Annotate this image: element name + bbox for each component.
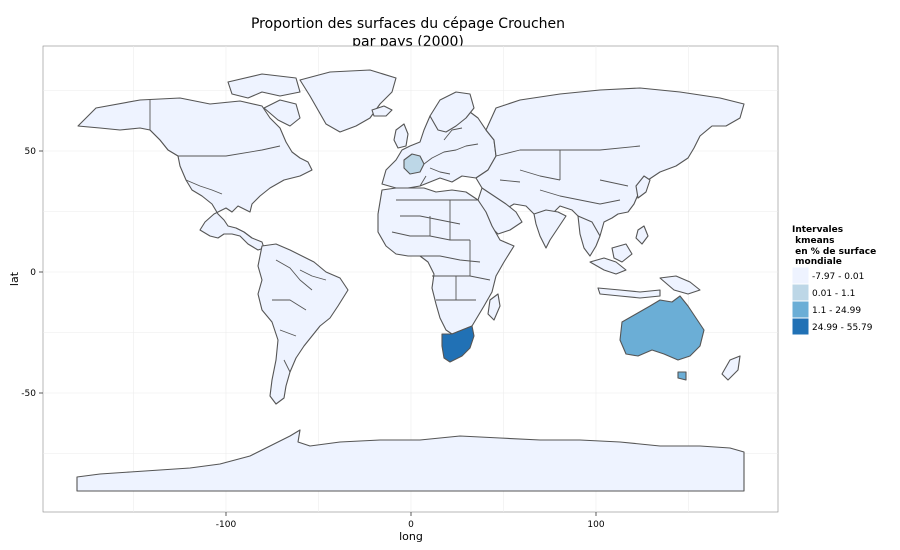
legend-swatch (791, 300, 810, 319)
greenland (299, 69, 397, 133)
indonesia (589, 257, 627, 275)
sumatra-java (597, 287, 661, 299)
tasmania (677, 371, 687, 381)
legend: Intervales kmeans en % de surface mondia… (791, 225, 876, 336)
legend-label: -7.97 - 0.01 (812, 272, 864, 282)
africa (377, 187, 515, 335)
legend-title-line: en % de surface (792, 247, 876, 257)
legend-title-line: kmeans (792, 236, 834, 246)
legend-title-line: Intervales (792, 225, 843, 235)
legend-swatch (791, 283, 810, 302)
x-axis-title: long (399, 530, 423, 543)
philippines (635, 225, 649, 245)
x-tick-label: -100 (216, 520, 237, 530)
scandinavia (429, 91, 475, 133)
united-kingdom (393, 123, 409, 149)
france (403, 153, 425, 175)
new-zealand (721, 355, 741, 381)
borneo (611, 243, 633, 263)
legend-label: 1.1 - 24.99 (812, 306, 861, 316)
world-map (76, 69, 745, 492)
south-america-borders (272, 259, 327, 373)
arctic-islands (227, 73, 301, 99)
country-borders (149, 100, 641, 373)
legend-title-line: mondiale (792, 257, 842, 267)
iceland (371, 105, 393, 117)
south-africa (441, 325, 475, 363)
y-tick-label: 50 (25, 147, 37, 157)
india (533, 209, 567, 249)
y-axis: 50 0 -50 lat (8, 147, 43, 399)
europe-borders (419, 127, 479, 187)
baffin-island (263, 99, 301, 127)
new-guinea (659, 275, 701, 295)
antarctica (76, 429, 745, 492)
us-canada-border (149, 129, 281, 157)
y-tick-label: -50 (21, 389, 36, 399)
us-mexico-border (185, 179, 223, 195)
x-tick-label: 100 (587, 520, 604, 530)
legend-swatch (791, 317, 810, 336)
x-tick-label: 0 (408, 520, 414, 530)
japan (635, 175, 651, 199)
australia (619, 295, 705, 361)
madagascar (487, 293, 501, 321)
central-america-border (235, 227, 253, 239)
legend-swatch (791, 266, 810, 285)
legend-label: 24.99 - 55.79 (812, 323, 873, 333)
y-axis-title: lat (8, 271, 21, 286)
asia-borders (495, 145, 641, 205)
legend-label: 0.01 - 1.1 (812, 289, 855, 299)
southeast-asia (577, 215, 601, 257)
y-tick-label: 0 (30, 268, 36, 278)
africa-borders (391, 199, 491, 301)
chart-title-line1: Proportion des surfaces du cépage Crouch… (251, 16, 565, 32)
south-america (257, 243, 349, 405)
x-axis: -100 0 100 long (216, 512, 605, 543)
